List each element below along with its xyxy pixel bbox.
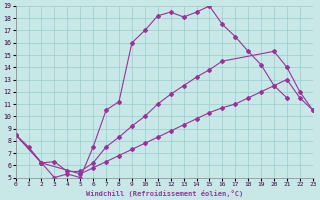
X-axis label: Windchill (Refroidissement éolien,°C): Windchill (Refroidissement éolien,°C) [85,190,243,197]
